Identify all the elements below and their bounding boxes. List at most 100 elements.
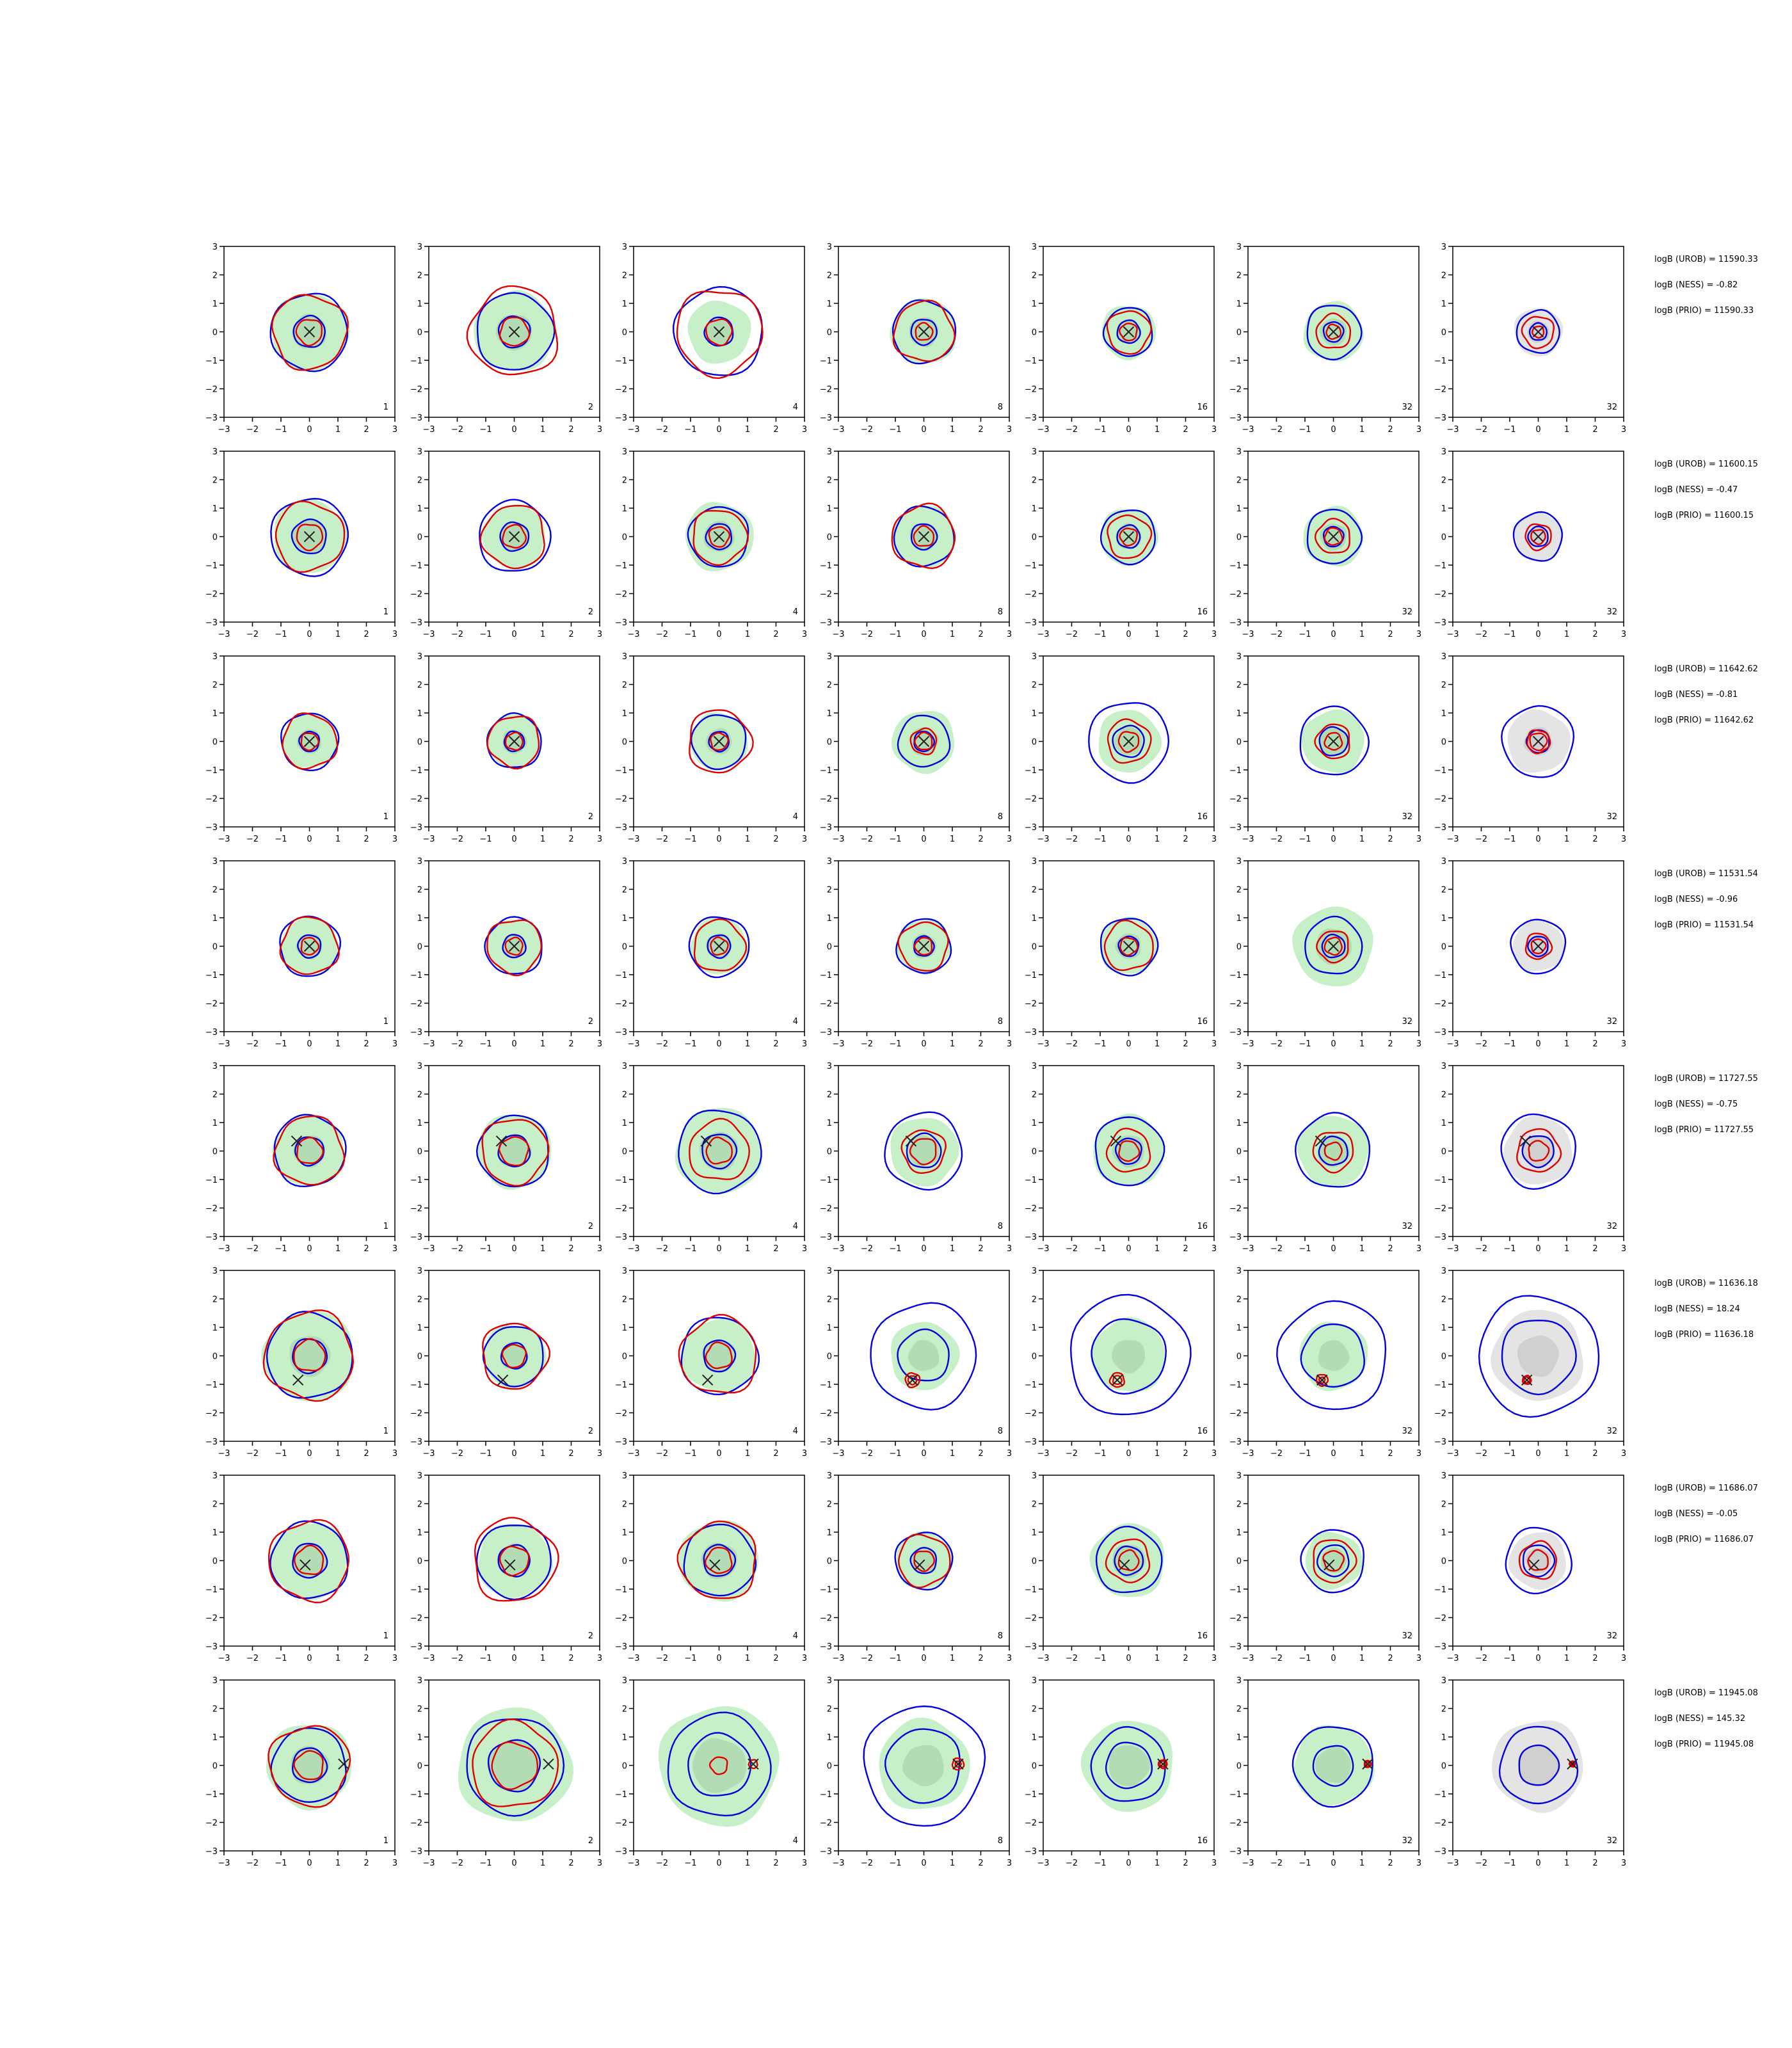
panel-number: 32 xyxy=(1402,1017,1412,1027)
x-tick-label: −1 xyxy=(1503,1654,1516,1663)
y-tick-label: 3 xyxy=(1236,652,1242,662)
red-contour xyxy=(678,1313,757,1394)
y-tick-label: 0 xyxy=(1236,1762,1242,1772)
plot-area xyxy=(1299,705,1370,776)
panel-number: 16 xyxy=(1197,403,1208,412)
y-tick-label: 3 xyxy=(622,1676,627,1686)
true-value-marker xyxy=(700,1135,712,1147)
y-tick-label: −1 xyxy=(1025,766,1037,776)
y-tick-label: −3 xyxy=(1025,1437,1037,1447)
x-tick-label: 3 xyxy=(1007,835,1012,844)
y-tick-label: 2 xyxy=(622,1091,627,1100)
x-tick-label: −3 xyxy=(627,1859,639,1868)
blue-contour xyxy=(1500,1113,1577,1190)
x-tick-label: 1 xyxy=(335,1039,340,1049)
blue-contour xyxy=(1322,321,1345,343)
y-tick-label: −3 xyxy=(820,823,832,833)
x-tick-label: −2 xyxy=(1475,1039,1487,1049)
plot-area xyxy=(685,502,754,572)
panel-number: 4 xyxy=(793,1222,798,1231)
y-tick-label: −1 xyxy=(615,971,627,980)
x-tick-label: −3 xyxy=(1446,835,1459,844)
y-tick-label: −2 xyxy=(615,1000,627,1009)
x-tick-label: −2 xyxy=(1270,1039,1283,1049)
red-contour xyxy=(705,1341,733,1370)
y-tick-label: −3 xyxy=(410,618,422,628)
y-tick-label: −1 xyxy=(1229,1380,1242,1390)
plot-area xyxy=(266,1725,352,1811)
x-tick-label: 0 xyxy=(1126,630,1131,639)
panel-number: 16 xyxy=(1197,1222,1208,1231)
y-tick-label: 3 xyxy=(212,243,218,252)
density-inner xyxy=(293,1135,326,1168)
x-tick-label: 0 xyxy=(921,1244,926,1254)
y-tick-label: −1 xyxy=(1229,1585,1242,1595)
y-tick-label: 3 xyxy=(622,1062,627,1071)
red-contour xyxy=(705,318,733,347)
red-contour xyxy=(491,1741,538,1791)
y-tick-label: 2 xyxy=(1236,886,1242,895)
blue-contour xyxy=(909,1546,938,1574)
panel-r3-c1: −3 −2 −1 0 1 2 3 −3 −2 −1 0 1 2 3 1 xyxy=(205,652,397,844)
x-tick-label: 0 xyxy=(1331,1244,1336,1254)
blue-contour xyxy=(884,1728,961,1804)
plot-area xyxy=(1505,1526,1573,1595)
x-tick-label: −3 xyxy=(832,1859,844,1868)
y-tick-label: −2 xyxy=(615,1204,627,1214)
y-tick-label: 2 xyxy=(1236,1705,1242,1715)
x-tick-label: 1 xyxy=(1564,425,1569,435)
y-tick-label: 0 xyxy=(622,328,627,338)
blue-contour xyxy=(1102,307,1153,357)
x-tick-label: 3 xyxy=(802,1244,807,1254)
y-tick-label: 0 xyxy=(212,738,218,748)
y-tick-label: 3 xyxy=(1236,447,1242,457)
y-tick-label: 2 xyxy=(417,681,422,691)
blue-contour xyxy=(500,1341,528,1370)
x-tick-label: −3 xyxy=(627,1449,639,1459)
panel-number: 32 xyxy=(1402,607,1412,617)
x-tick-label: −2 xyxy=(861,835,873,844)
y-tick-label: 3 xyxy=(827,1062,832,1071)
y-tick-label: 3 xyxy=(417,1471,422,1481)
x-tick-label: −2 xyxy=(451,1859,463,1868)
x-tick-label: −1 xyxy=(889,1449,901,1459)
y-tick-label: 3 xyxy=(1441,1471,1446,1481)
x-tick-label: 3 xyxy=(597,1244,602,1254)
logb-prio-label: logB (PRIO) = 11686.07 xyxy=(1654,1535,1754,1544)
y-tick-label: −2 xyxy=(1229,385,1242,395)
y-tick-label: 3 xyxy=(417,447,422,457)
x-tick-label: 1 xyxy=(950,1859,955,1868)
y-tick-label: −3 xyxy=(1025,1847,1037,1857)
y-tick-label: 2 xyxy=(1032,681,1037,691)
true-value-marker xyxy=(1315,1135,1327,1147)
x-tick-label: −3 xyxy=(1446,630,1459,639)
panel-r4-c4: −3 −2 −1 0 1 2 3 −3 −2 −1 0 1 2 3 8 xyxy=(820,857,1012,1049)
x-tick-label: 3 xyxy=(1212,425,1217,435)
y-tick-label: −3 xyxy=(820,1437,832,1447)
blue-contour xyxy=(897,1328,950,1382)
y-tick-label: 3 xyxy=(1441,1267,1446,1276)
y-tick-label: −3 xyxy=(1434,413,1446,423)
y-tick-label: −2 xyxy=(205,1614,218,1624)
blue-contour xyxy=(1112,724,1145,758)
true-value-marker xyxy=(1532,531,1544,543)
x-tick-label: −2 xyxy=(246,1654,259,1663)
y-tick-label: 2 xyxy=(827,1500,832,1510)
blue-contour xyxy=(1521,1135,1555,1169)
red-contour xyxy=(1108,1372,1126,1388)
y-tick-label: 2 xyxy=(1236,1500,1242,1510)
plot-area xyxy=(1501,705,1575,778)
panel-r4-c7: −3 −2 −1 0 1 2 3 −3 −2 −1 0 1 2 3 32 xyxy=(1434,857,1626,1049)
red-contour xyxy=(1316,1373,1329,1388)
y-tick-label: 0 xyxy=(1032,738,1037,748)
y-tick-label: 3 xyxy=(1236,1267,1242,1276)
blue-contour xyxy=(1117,935,1140,957)
y-tick-label: −1 xyxy=(615,356,627,366)
x-tick-label: −2 xyxy=(1475,835,1487,844)
panel-number: 1 xyxy=(383,607,388,617)
panel-number: 2 xyxy=(588,607,593,617)
red-contour xyxy=(1363,1759,1372,1768)
x-tick-label: −3 xyxy=(1242,1449,1254,1459)
x-tick-label: −1 xyxy=(275,1859,287,1868)
x-tick-label: −1 xyxy=(1503,1449,1516,1459)
